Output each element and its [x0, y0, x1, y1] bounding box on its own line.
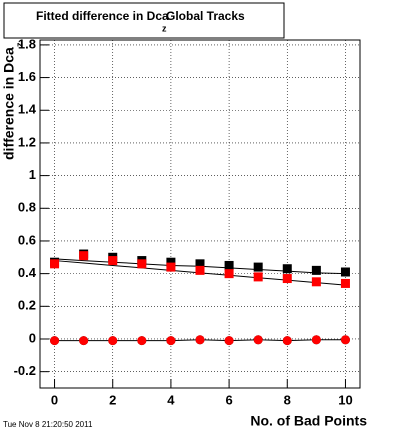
circle-marker [195, 335, 205, 345]
square-marker [340, 267, 350, 277]
square-marker [253, 272, 263, 282]
y-tick-label: 1.8 [18, 36, 36, 51]
x-tick-label: 10 [338, 392, 352, 407]
y-tick-label: 0.4 [18, 265, 37, 280]
y-tick-label: 1.6 [18, 69, 36, 84]
square-marker [311, 265, 321, 275]
circle-marker [79, 336, 89, 346]
y-axis-label-subscript: z [14, 42, 24, 47]
x-tick-label: 4 [167, 392, 175, 407]
circle-marker [340, 335, 350, 345]
square-marker [282, 274, 292, 284]
y-axis-label: difference in Dca [1, 47, 17, 160]
square-marker [195, 259, 205, 269]
y-tick-label: 0 [29, 330, 36, 345]
square-marker [79, 251, 89, 261]
circle-marker [166, 336, 176, 346]
square-marker [50, 259, 60, 269]
circle-marker [224, 336, 234, 346]
x-axis-label: No. of Bad Points [250, 413, 367, 429]
square-marker [224, 269, 234, 279]
square-marker [108, 256, 118, 266]
square-marker [340, 278, 350, 288]
title-box [3, 2, 285, 39]
y-tick-label: 0.2 [18, 298, 36, 313]
square-marker [253, 262, 263, 272]
square-marker [166, 262, 176, 272]
square-marker [195, 265, 205, 275]
title-subscript: z [162, 23, 167, 33]
square-marker [224, 260, 234, 270]
y-tick-label: 1 [29, 167, 36, 182]
y-tick-label: 1.2 [18, 134, 36, 149]
title-suffix: Global Tracks [166, 9, 245, 23]
x-tick-label: 6 [225, 392, 232, 407]
circle-marker [137, 336, 147, 346]
chart-title: Fitted difference in Dca [36, 9, 169, 23]
x-tick-label: 8 [284, 392, 291, 407]
square-marker [282, 264, 292, 274]
y-tick-label: 0.8 [18, 200, 36, 215]
square-marker [166, 257, 176, 267]
circle-marker [282, 336, 292, 346]
circle-marker [311, 335, 321, 345]
y-tick-label: 0.6 [18, 232, 36, 247]
y-tick-label: 1.4 [18, 102, 37, 117]
plot-frame [39, 39, 361, 389]
y-tick-label: -0.2 [14, 363, 36, 378]
circle-marker [108, 336, 118, 346]
x-tick-label: 2 [109, 392, 116, 407]
square-marker [311, 277, 321, 287]
circle-marker [50, 336, 60, 346]
x-tick-label: 0 [51, 392, 58, 407]
square-marker [137, 259, 147, 269]
timestamp: Tue Nov 8 21:20:50 2011 [3, 420, 93, 429]
circle-marker [253, 335, 263, 345]
